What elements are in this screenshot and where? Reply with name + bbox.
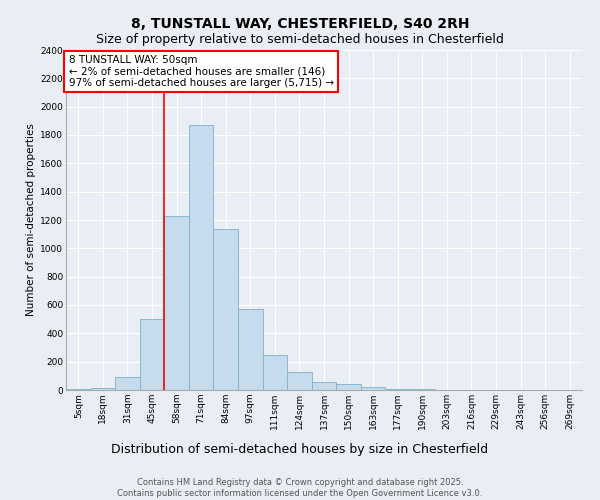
Bar [263,356,287,390]
Bar [91,388,115,390]
Text: Size of property relative to semi-detached houses in Chesterfield: Size of property relative to semi-detach… [96,32,504,46]
Text: 8 TUNSTALL WAY: 50sqm
← 2% of semi-detached houses are smaller (146)
97% of semi: 8 TUNSTALL WAY: 50sqm ← 2% of semi-detac… [68,55,334,88]
Text: 8, TUNSTALL WAY, CHESTERFIELD, S40 2RH: 8, TUNSTALL WAY, CHESTERFIELD, S40 2RH [131,18,469,32]
Text: Distribution of semi-detached houses by size in Chesterfield: Distribution of semi-detached houses by … [112,442,488,456]
Y-axis label: Number of semi-detached properties: Number of semi-detached properties [26,124,36,316]
Bar [189,125,214,390]
Bar [238,309,263,390]
Bar [336,384,361,390]
Bar [287,372,312,390]
Bar [214,228,238,390]
Bar [361,387,385,390]
Bar [164,216,189,390]
Bar [312,382,336,390]
Bar [385,388,410,390]
Bar [115,377,140,390]
Bar [140,319,164,390]
Text: Contains HM Land Registry data © Crown copyright and database right 2025.
Contai: Contains HM Land Registry data © Crown c… [118,478,482,498]
